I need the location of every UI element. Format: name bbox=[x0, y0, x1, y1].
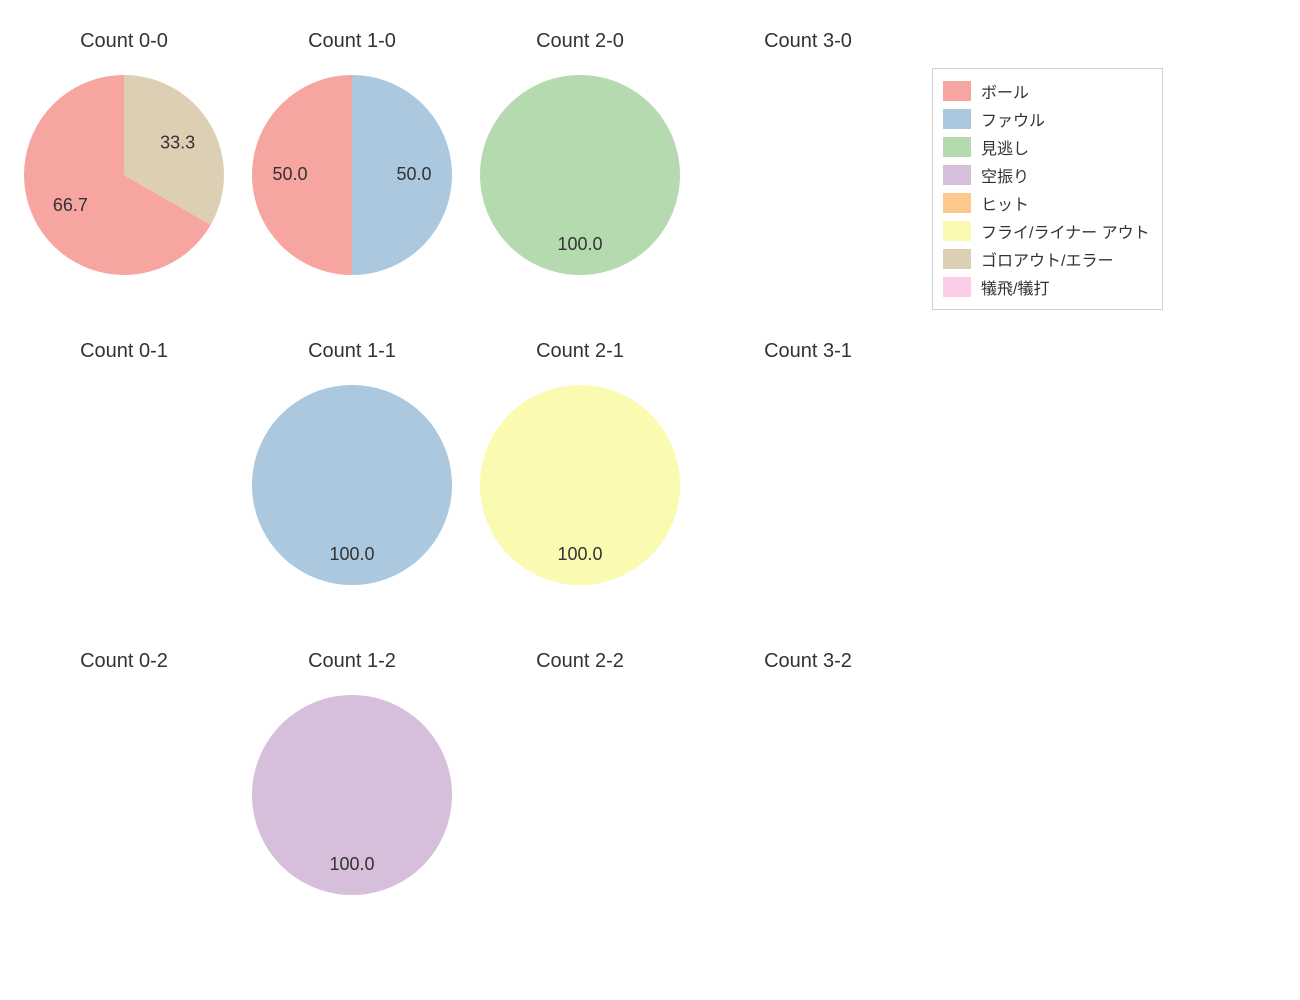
pie-cell: Count 2-1 100.0 bbox=[466, 320, 694, 630]
pie-cell: Count 1-0 50.0 50.0 bbox=[238, 10, 466, 320]
legend-item: ヒット bbox=[943, 189, 1150, 217]
pie-cell: Count 1-2 100.0 bbox=[238, 630, 466, 940]
legend-label: ヒット bbox=[981, 191, 1029, 215]
pie-title: Count 1-1 bbox=[238, 340, 466, 363]
svg-text:33.3: 33.3 bbox=[160, 133, 195, 153]
legend-item: 犠飛/犠打 bbox=[943, 273, 1150, 301]
legend-item: ボール bbox=[943, 77, 1150, 105]
pie-title: Count 3-2 bbox=[694, 650, 922, 673]
legend-label: フライ/ライナー アウト bbox=[981, 219, 1150, 243]
legend-label: ボール bbox=[981, 79, 1029, 103]
pie-cell: Count 0-2 bbox=[10, 630, 238, 940]
pie-title: Count 1-0 bbox=[238, 30, 466, 53]
legend-item: 空振り bbox=[943, 161, 1150, 189]
svg-text:100.0: 100.0 bbox=[329, 544, 374, 564]
pie-chart: 100.0 bbox=[480, 385, 680, 585]
pie-title: Count 0-1 bbox=[10, 340, 238, 363]
pie-chart: 66.7 33.3 bbox=[24, 75, 224, 275]
legend-swatch bbox=[943, 81, 971, 101]
svg-text:100.0: 100.0 bbox=[557, 544, 602, 564]
legend-label: ファウル bbox=[981, 107, 1045, 131]
pie-chart: 50.0 50.0 bbox=[252, 75, 452, 275]
legend-swatch bbox=[943, 277, 971, 297]
pie-cell: Count 0-1 bbox=[10, 320, 238, 630]
pie-title: Count 1-2 bbox=[238, 650, 466, 673]
legend-swatch bbox=[943, 109, 971, 129]
legend-item: ゴロアウト/エラー bbox=[943, 245, 1150, 273]
legend-label: 見逃し bbox=[981, 135, 1029, 159]
legend-swatch bbox=[943, 137, 971, 157]
svg-text:66.7: 66.7 bbox=[53, 195, 88, 215]
pie-chart: 100.0 bbox=[252, 385, 452, 585]
legend-swatch bbox=[943, 165, 971, 185]
pie-chart: 100.0 bbox=[480, 75, 680, 275]
legend-label: 犠飛/犠打 bbox=[981, 275, 1049, 299]
legend: ボールファウル見逃し空振りヒットフライ/ライナー アウトゴロアウト/エラー犠飛/… bbox=[932, 68, 1163, 310]
legend-swatch bbox=[943, 221, 971, 241]
pie-cell: Count 3-0 bbox=[694, 10, 922, 320]
pie-cell: Count 2-0 100.0 bbox=[466, 10, 694, 320]
svg-text:50.0: 50.0 bbox=[272, 164, 307, 184]
svg-text:100.0: 100.0 bbox=[557, 234, 602, 254]
pie-title: Count 0-0 bbox=[10, 30, 238, 53]
legend-item: ファウル bbox=[943, 105, 1150, 133]
svg-text:100.0: 100.0 bbox=[329, 854, 374, 874]
pie-title: Count 0-2 bbox=[10, 650, 238, 673]
pie-title: Count 2-0 bbox=[466, 30, 694, 53]
legend-swatch bbox=[943, 249, 971, 269]
svg-text:50.0: 50.0 bbox=[396, 164, 431, 184]
pie-title: Count 2-2 bbox=[466, 650, 694, 673]
pie-cell: Count 1-1 100.0 bbox=[238, 320, 466, 630]
legend-label: ゴロアウト/エラー bbox=[981, 247, 1113, 271]
legend-item: フライ/ライナー アウト bbox=[943, 217, 1150, 245]
pie-cell: Count 0-0 66.7 33.3 bbox=[10, 10, 238, 320]
pie-chart: 100.0 bbox=[252, 695, 452, 895]
pie-cell: Count 3-1 bbox=[694, 320, 922, 630]
legend-item: 見逃し bbox=[943, 133, 1150, 161]
chart-canvas: Count 0-066.733.3Count 1-050.050.0Count … bbox=[0, 0, 1300, 1000]
pie-title: Count 2-1 bbox=[466, 340, 694, 363]
pie-title: Count 3-0 bbox=[694, 30, 922, 53]
legend-swatch bbox=[943, 193, 971, 213]
pie-cell: Count 2-2 bbox=[466, 630, 694, 940]
pie-cell: Count 3-2 bbox=[694, 630, 922, 940]
pie-title: Count 3-1 bbox=[694, 340, 922, 363]
legend-label: 空振り bbox=[981, 163, 1029, 187]
